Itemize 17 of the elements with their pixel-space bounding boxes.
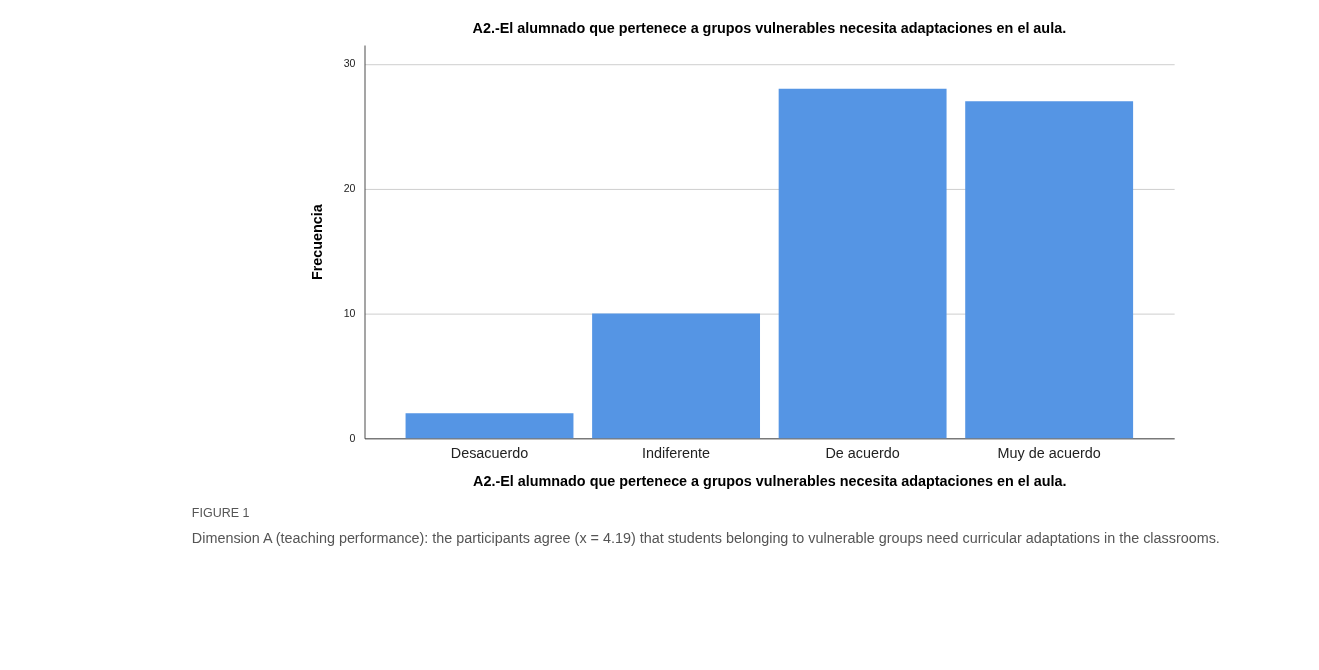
bar	[778, 88, 947, 439]
x-axis-title: A2.-El alumnado que pertenece a grupos vulnerables necesita adaptaciones en el aula.	[473, 472, 1067, 489]
y-tick-label: 0	[349, 431, 356, 444]
bar	[592, 313, 761, 439]
x-tick-label: Muy de acuerdo	[997, 445, 1101, 462]
chart-title: A2.-El alumnado que pertenece a grupos vulnerables necesita adaptaciones en el aula.	[472, 19, 1067, 36]
y-tick-label: 10	[343, 306, 356, 319]
y-axis-title: Frecuencia	[308, 203, 325, 281]
caption: FIGURE 1	[191, 506, 250, 521]
y-tick-label: 30	[343, 57, 356, 70]
x-tick-label: Indiferente	[642, 445, 711, 462]
bar	[965, 101, 1134, 439]
bar	[405, 413, 574, 439]
x-tick-label: Desacuerdo	[450, 445, 529, 462]
y-tick-label: 20	[343, 181, 356, 194]
x-tick-label: De acuerdo	[825, 445, 900, 462]
text: Dimension A (teaching performance): the participants agree (x = 4.19) that students belonging to vulnerable groups need curricular adaptations in the classrooms.	[191, 530, 1220, 547]
